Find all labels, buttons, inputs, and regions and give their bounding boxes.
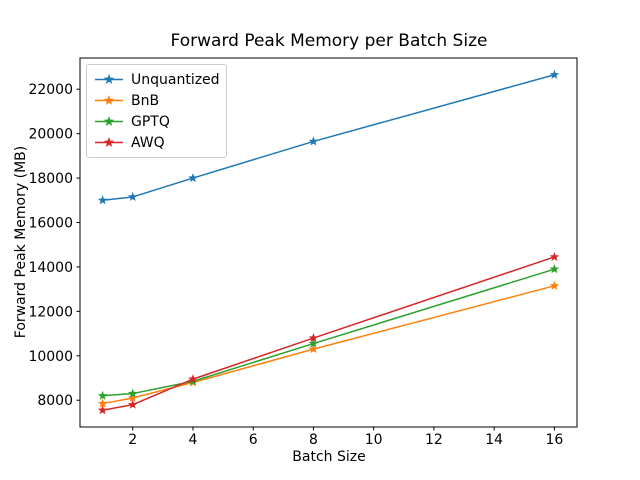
svg-text:12000: 12000 bbox=[28, 304, 73, 320]
legend-swatch-unquantized bbox=[95, 74, 123, 84]
legend-swatch-awq bbox=[95, 137, 123, 147]
legend-item-gptq: GPTQ bbox=[94, 111, 218, 132]
legend-label-unquantized: Unquantized bbox=[131, 71, 220, 88]
legend-item-bnb: BnB bbox=[94, 90, 218, 111]
svg-text:8000: 8000 bbox=[37, 393, 73, 409]
svg-text:20000: 20000 bbox=[28, 127, 73, 143]
legend-item-unquantized: Unquantized bbox=[94, 69, 220, 90]
legend-swatch-bnb bbox=[95, 95, 123, 105]
svg-text:14000: 14000 bbox=[28, 260, 73, 276]
legend-label-awq: AWQ bbox=[131, 134, 165, 151]
legend-swatch-gptq bbox=[95, 116, 123, 126]
svg-text:2: 2 bbox=[128, 432, 137, 448]
legend: Unquantized BnB GPTQ AWQ bbox=[86, 64, 227, 158]
legend-item-awq: AWQ bbox=[94, 132, 218, 153]
svg-text:22000: 22000 bbox=[28, 82, 73, 98]
svg-text:14: 14 bbox=[485, 432, 503, 448]
y-axis-label: Forward Peak Memory (MB) bbox=[13, 145, 29, 339]
svg-text:10: 10 bbox=[365, 432, 383, 448]
legend-label-gptq: GPTQ bbox=[131, 113, 170, 130]
svg-text:16000: 16000 bbox=[28, 216, 73, 232]
svg-text:18000: 18000 bbox=[28, 171, 73, 187]
svg-text:6: 6 bbox=[249, 432, 258, 448]
svg-text:8: 8 bbox=[309, 432, 318, 448]
svg-text:12: 12 bbox=[425, 432, 443, 448]
svg-text:4: 4 bbox=[188, 432, 197, 448]
chart-title: Forward Peak Memory per Batch Size bbox=[170, 31, 488, 51]
svg-text:10000: 10000 bbox=[28, 349, 73, 365]
svg-text:16: 16 bbox=[545, 432, 563, 448]
legend-label-bnb: BnB bbox=[131, 92, 160, 109]
x-axis-label: Batch Size bbox=[292, 449, 366, 465]
